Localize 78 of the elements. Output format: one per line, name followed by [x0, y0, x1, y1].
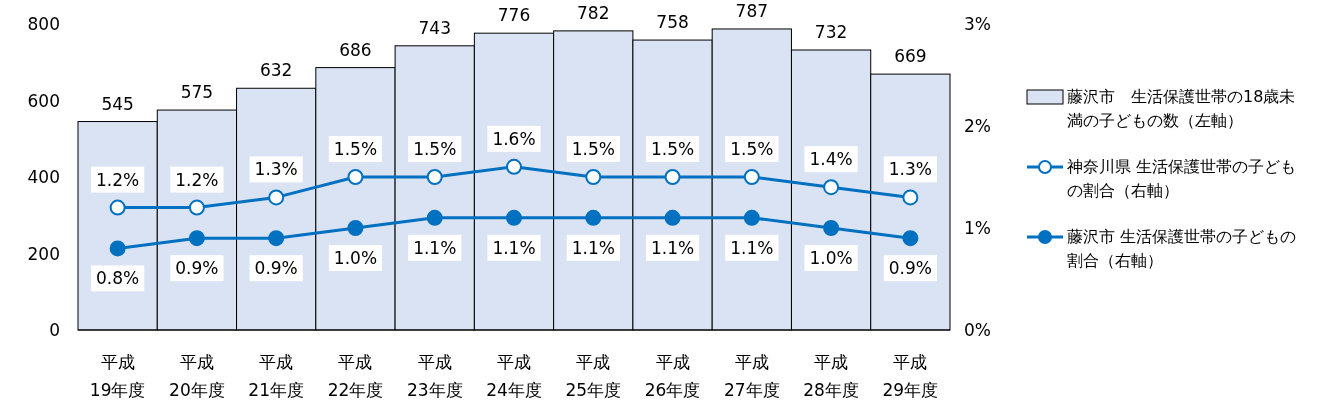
- point: [347, 169, 364, 185]
- data-label: 787: [735, 0, 769, 21]
- x-tick-label: 平成24年度: [486, 352, 542, 400]
- data-label: 782: [577, 2, 610, 23]
- x-tick-label: 平成19年度: [89, 352, 146, 400]
- point: [902, 230, 919, 247]
- data-label: 1.5%: [571, 139, 615, 159]
- x-tick-label: 平成28年度: [803, 352, 859, 400]
- legend-label: 藤沢市 生活保護世帯の子どもの割合（右軸）: [1067, 226, 1298, 272]
- data-label: 632: [259, 60, 293, 81]
- data-label: 686: [339, 39, 372, 60]
- data-label: 669: [894, 46, 927, 67]
- data-label: 732: [814, 22, 848, 43]
- x-tick-label: 平成26年度: [644, 352, 701, 400]
- y-tick-label: 600: [27, 90, 60, 111]
- y2-tick-label: 0%: [964, 320, 991, 340]
- point: [823, 220, 840, 236]
- x-tick-label: 平成25年度: [565, 352, 622, 400]
- y-tick-label: 0: [49, 320, 60, 340]
- point: [109, 199, 126, 216]
- data-label: 1.2%: [175, 169, 219, 190]
- legend-label: 神奈川県 生活保護世帯の子どもの割合（右軸）: [1067, 156, 1298, 202]
- point: [664, 209, 681, 226]
- point: [823, 179, 840, 196]
- y2-tick-label: 3%: [964, 14, 991, 34]
- y2-tick-label: 2%: [964, 116, 991, 136]
- data-label: 1.1%: [413, 237, 457, 258]
- data-label: 1.3%: [888, 159, 932, 180]
- x-tick-label: 平成21年度: [248, 352, 304, 400]
- data-label: 1.1%: [730, 237, 774, 258]
- y-tick-label: 400: [27, 167, 60, 187]
- x-tick-label: 平成29年度: [882, 352, 939, 400]
- data-label: 1.5%: [650, 139, 695, 159]
- y2-tick-label: 1%: [964, 218, 991, 238]
- point: [426, 169, 443, 185]
- point: [347, 220, 364, 236]
- data-label: 0.8%: [96, 268, 140, 289]
- x-tick-label: 平成27年度: [724, 352, 780, 400]
- point: [188, 199, 205, 216]
- data-label: 1.0%: [809, 248, 853, 268]
- data-label: 1.5%: [333, 139, 378, 159]
- x-tick-label: 平成20年度: [169, 352, 225, 400]
- data-label: 776: [497, 5, 531, 26]
- data-label: 1.1%: [571, 237, 615, 258]
- point: [506, 158, 522, 175]
- data-label: 575: [180, 82, 214, 103]
- point: [743, 169, 760, 185]
- data-label: 1.4%: [809, 149, 853, 170]
- point: [268, 230, 285, 247]
- point: [743, 209, 760, 226]
- data-label: 1.1%: [650, 237, 695, 258]
- point: [585, 209, 602, 226]
- point: [585, 169, 602, 185]
- point: [902, 189, 919, 206]
- data-label: 758: [656, 12, 689, 33]
- data-label: 0.9%: [888, 258, 932, 279]
- data-label: 1.3%: [254, 159, 298, 180]
- data-label: 0.9%: [175, 258, 219, 279]
- data-label: 743: [418, 17, 451, 38]
- y-tick-label: 800: [27, 14, 60, 34]
- legend-label: 藤沢市 生活保護世帯の18歳未満の子どもの数（左軸）: [1067, 86, 1297, 132]
- y-tick-label: 200: [27, 243, 60, 264]
- point: [664, 169, 681, 185]
- data-label: 1.2%: [96, 169, 140, 190]
- data-label: 1.0%: [333, 248, 378, 268]
- point: [268, 189, 285, 206]
- data-label: 545: [101, 93, 134, 114]
- data-label: 1.6%: [492, 128, 536, 149]
- point: [426, 209, 443, 226]
- data-label: 1.5%: [730, 139, 774, 159]
- data-label: 1.5%: [413, 139, 457, 159]
- x-tick-label: 平成23年度: [406, 352, 463, 400]
- point: [506, 209, 522, 226]
- data-label: 0.9%: [254, 258, 298, 279]
- point: [188, 230, 205, 247]
- point: [109, 240, 126, 257]
- data-label: 1.1%: [492, 237, 536, 258]
- x-tick-label: 平成22年度: [327, 352, 384, 400]
